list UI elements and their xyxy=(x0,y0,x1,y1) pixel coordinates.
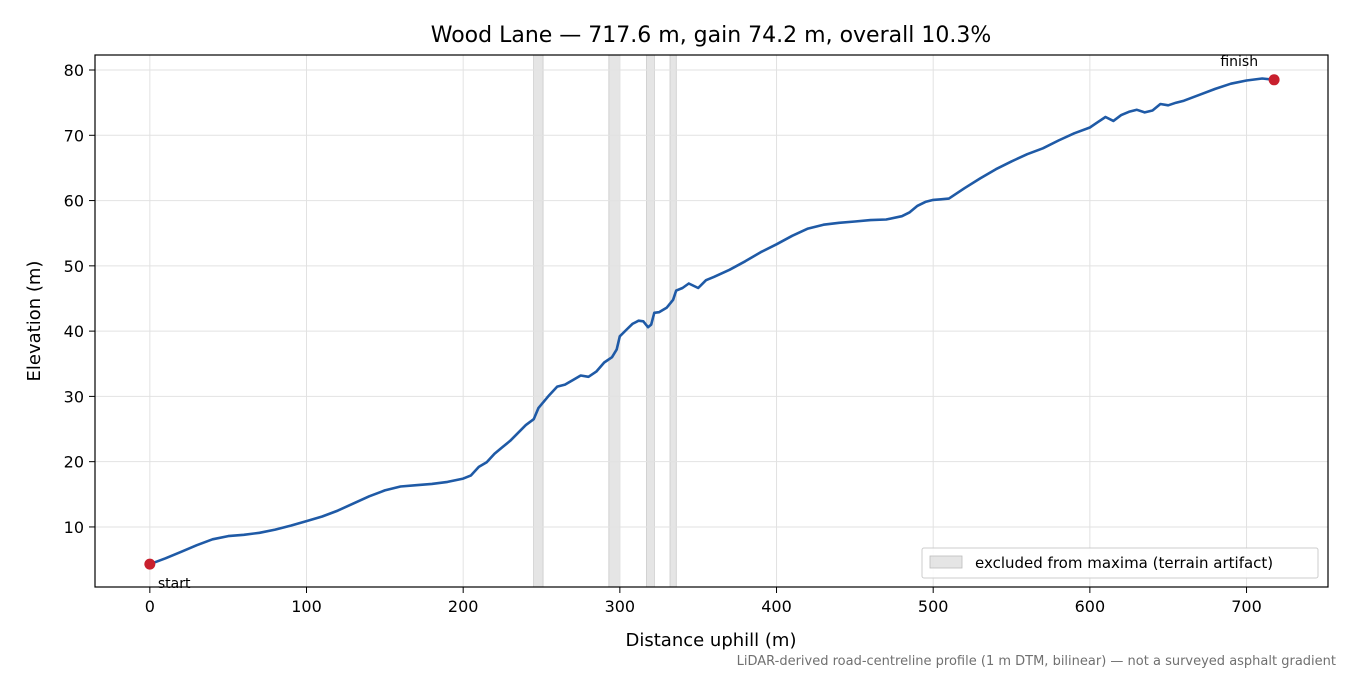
y-tick-label: 20 xyxy=(64,453,84,472)
y-axis-label: Elevation (m) xyxy=(24,261,45,382)
legend: excluded from maxima (terrain artifact) xyxy=(921,547,1319,579)
endpoint-markers: start finish xyxy=(144,54,1280,592)
y-tick-label: 60 xyxy=(64,192,84,211)
x-axis-ticks: 0 100 200 300 400 500 600 700 xyxy=(145,587,1262,616)
y-axis-ticks: 10 20 30 40 50 60 70 80 xyxy=(64,61,95,537)
plot-frame xyxy=(94,54,1329,588)
footnote: LiDAR-derived road-centreline profile (1… xyxy=(737,654,1336,669)
elevation-line xyxy=(148,77,1276,566)
y-tick-label: 30 xyxy=(64,387,84,406)
x-tick-label: 200 xyxy=(448,597,479,616)
legend-label: excluded from maxima (terrain artifact) xyxy=(975,554,1273,572)
start-marker xyxy=(144,558,156,570)
x-tick-label: 700 xyxy=(1231,597,1262,616)
x-tick-label: 400 xyxy=(761,597,792,616)
series-layer xyxy=(148,77,1276,566)
x-axis-label: Distance uphill (m) xyxy=(626,630,797,651)
start-label: start xyxy=(158,576,191,592)
y-tick-label: 40 xyxy=(64,322,84,341)
finish-label: finish xyxy=(1220,54,1258,70)
y-tick-label: 50 xyxy=(64,257,84,276)
x-tick-label: 600 xyxy=(1075,597,1106,616)
finish-marker xyxy=(1268,74,1280,86)
y-tick-label: 10 xyxy=(64,518,84,537)
x-tick-label: 100 xyxy=(291,597,322,616)
y-tick-label: 70 xyxy=(64,126,84,145)
grid-lines xyxy=(95,55,1328,587)
legend-swatch xyxy=(929,555,963,569)
y-tick-label: 80 xyxy=(64,61,84,80)
legend-box xyxy=(921,547,1319,579)
chart-title: Wood Lane — 717.6 m, gain 74.2 m, overal… xyxy=(431,23,991,48)
x-tick-label: 0 xyxy=(145,597,155,616)
x-tick-label: 500 xyxy=(918,597,949,616)
x-tick-label: 300 xyxy=(605,597,636,616)
